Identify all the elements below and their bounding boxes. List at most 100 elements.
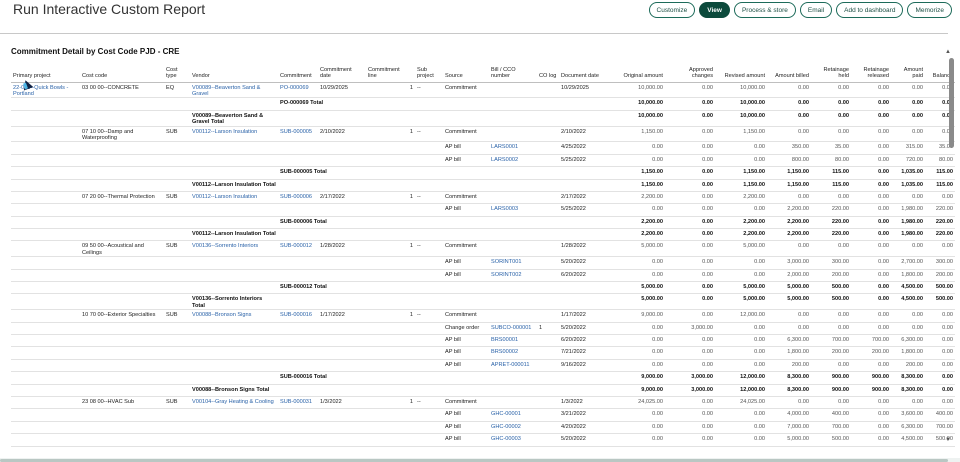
table-cell xyxy=(406,334,415,348)
table-cell-link[interactable]: LARS0001 xyxy=(489,141,537,155)
table-cell: 24,025.00 xyxy=(715,396,767,410)
table-cell xyxy=(415,346,443,360)
customize-button[interactable]: Customize xyxy=(648,2,696,18)
table-cell-link[interactable]: V00112--Larson Insulation xyxy=(190,191,278,205)
table-cell: 5/25/2022 xyxy=(559,154,609,168)
table-cell-link[interactable]: SUBCO-000001 xyxy=(489,322,537,336)
table-row: AP bill SORINT002 6/20/2022 0.00 0.00 0.00 2,0… xyxy=(11,269,955,283)
table-cell xyxy=(318,281,366,295)
table-cell: 0.00 xyxy=(851,82,891,99)
table-cell xyxy=(366,309,406,323)
col-revised-amount[interactable]: Revised amount xyxy=(715,66,767,83)
table-cell xyxy=(489,228,537,242)
email-button[interactable]: Email xyxy=(799,2,833,18)
table-cell-link[interactable]: BRS00002 xyxy=(489,346,537,360)
table-cell: 5/20/2022 xyxy=(559,256,609,270)
col-source[interactable]: Source xyxy=(443,66,489,83)
table-cell xyxy=(537,203,559,217)
chevron-up-icon[interactable]: ▲ xyxy=(945,49,951,55)
top-bar: Run Interactive Custom Report Customize … xyxy=(0,0,960,24)
col-original-amount[interactable]: Original amount xyxy=(609,66,665,83)
table-cell-link[interactable]: LARS0002 xyxy=(489,154,537,168)
table-cell: 0.00 xyxy=(891,396,925,410)
table-cell: 1,035.00 xyxy=(891,179,925,192)
table-row: 23 08 00--HVAC Sub SUB V00104--Gray Heatin… xyxy=(11,396,955,410)
table-cell-link[interactable]: V00088--Bronson Signs xyxy=(190,309,278,323)
col-commitment-date[interactable]: Commitment date xyxy=(318,66,366,83)
table-cell-link[interactable]: GHC-00001 xyxy=(489,408,537,422)
table-cell: AP bill xyxy=(443,154,489,168)
table-cell-link[interactable]: GHC-00003 xyxy=(489,433,537,447)
table-cell-link[interactable]: V00089--Beaverton Sand & Gravel xyxy=(190,82,278,99)
table-total-row: SUB-000005 Total 1,150.00 0.00 1,150.00 1,15… xyxy=(11,166,955,180)
table-cell-link[interactable]: V00136--Sorrento Interiors xyxy=(190,240,278,258)
table-cell xyxy=(489,281,537,295)
table-cell: 5,000.00 xyxy=(609,293,665,311)
table-cell-link[interactable]: SORINT001 xyxy=(489,256,537,270)
memorize-button[interactable]: Memorize xyxy=(907,2,952,18)
table-cell: SUB-000006 Total xyxy=(278,216,327,230)
col-co-log[interactable]: CO log xyxy=(537,66,559,83)
table-cell xyxy=(366,433,406,447)
view-button[interactable]: View xyxy=(699,2,730,18)
table-cell-link[interactable]: SORINT002 xyxy=(489,269,537,283)
table-cell xyxy=(443,293,489,311)
table-cell-link[interactable]: 22-001--Quick Bowls - Portland xyxy=(11,82,80,99)
table-cell-link[interactable]: SUB-000006 xyxy=(278,191,318,205)
col-sub-project[interactable]: Sub project xyxy=(415,66,443,83)
table-cell-link[interactable]: SUB-000012 xyxy=(278,240,318,258)
table-cell-link[interactable]: LARS0003 xyxy=(489,203,537,217)
col-cost-code[interactable]: Cost code xyxy=(80,66,164,83)
table-cell: 9/16/2022 xyxy=(559,359,609,373)
table-cell-link[interactable]: SUB-000005 xyxy=(278,126,318,143)
table-cell-link[interactable]: GHC-00002 xyxy=(489,421,537,435)
table-cell xyxy=(366,141,406,155)
table-cell: AP bill xyxy=(443,433,489,447)
col-commitment-line[interactable]: Commitment line xyxy=(366,66,406,83)
col-amount-billed[interactable]: Amount billed xyxy=(767,66,811,83)
add-to-dashboard-button[interactable]: Add to dashboard xyxy=(836,2,904,18)
horizontal-scrollbar[interactable] xyxy=(0,459,948,462)
table-cell: 5,000.00 xyxy=(767,433,811,447)
table-cell xyxy=(443,179,489,192)
col-approved-changes[interactable]: Approved changes xyxy=(665,66,715,83)
table-cell-link[interactable]: BRS00001 xyxy=(489,334,537,348)
chevron-down-icon[interactable]: ▼ xyxy=(945,437,951,443)
table-cell xyxy=(164,256,190,270)
table-cell-link[interactable]: SUB-000031 xyxy=(278,396,318,410)
table-cell-link[interactable]: PO-000069 xyxy=(278,82,318,99)
table-cell: 10,000.00 xyxy=(715,97,767,111)
col-commitment[interactable]: Commitment xyxy=(278,66,318,83)
col-balance[interactable]: Balance xyxy=(925,66,955,83)
table-cell: 1 xyxy=(406,309,415,323)
table-cell: 1 xyxy=(406,82,415,99)
col-retainage-held[interactable]: Retainage held xyxy=(811,66,851,83)
table-cell-link[interactable]: SUB-000016 xyxy=(278,309,318,323)
col-amount-paid[interactable]: Amount paid xyxy=(891,66,925,83)
col-vendor[interactable]: Vendor xyxy=(190,66,278,83)
col-retainage-released[interactable]: Retainage released xyxy=(851,66,891,83)
table-cell-link[interactable]: V00104--Gray Heating & Cooling xyxy=(190,396,278,410)
col-cost-type[interactable]: Cost type xyxy=(164,66,190,83)
table-cell: 115.00 xyxy=(925,179,955,192)
table-cell xyxy=(190,141,278,155)
table-cell xyxy=(415,408,443,422)
table-cell xyxy=(318,322,366,336)
table-cell xyxy=(415,269,443,283)
table-cell xyxy=(537,240,559,258)
table-cell-link[interactable]: V00112--Larson Insulation xyxy=(190,126,278,143)
table-cell-link[interactable]: APRET-000011 xyxy=(489,359,537,373)
table-cell xyxy=(278,228,318,242)
table-cell: 1 xyxy=(406,191,415,205)
col-primary-project[interactable]: Primary project xyxy=(11,66,80,83)
table-cell: 1/3/2022 xyxy=(318,396,366,410)
table-cell xyxy=(415,421,443,435)
table-cell xyxy=(406,228,415,242)
process-and-store-button[interactable]: Process & store xyxy=(733,2,796,18)
table-cell xyxy=(366,228,406,242)
col-document-date[interactable]: Document date xyxy=(559,66,609,83)
vertical-scrollbar[interactable] xyxy=(949,58,954,148)
table-cell: 0.00 xyxy=(851,154,891,168)
col-bill-cco-number[interactable]: Bill / CCO number xyxy=(489,66,537,83)
table-cell xyxy=(415,359,443,373)
